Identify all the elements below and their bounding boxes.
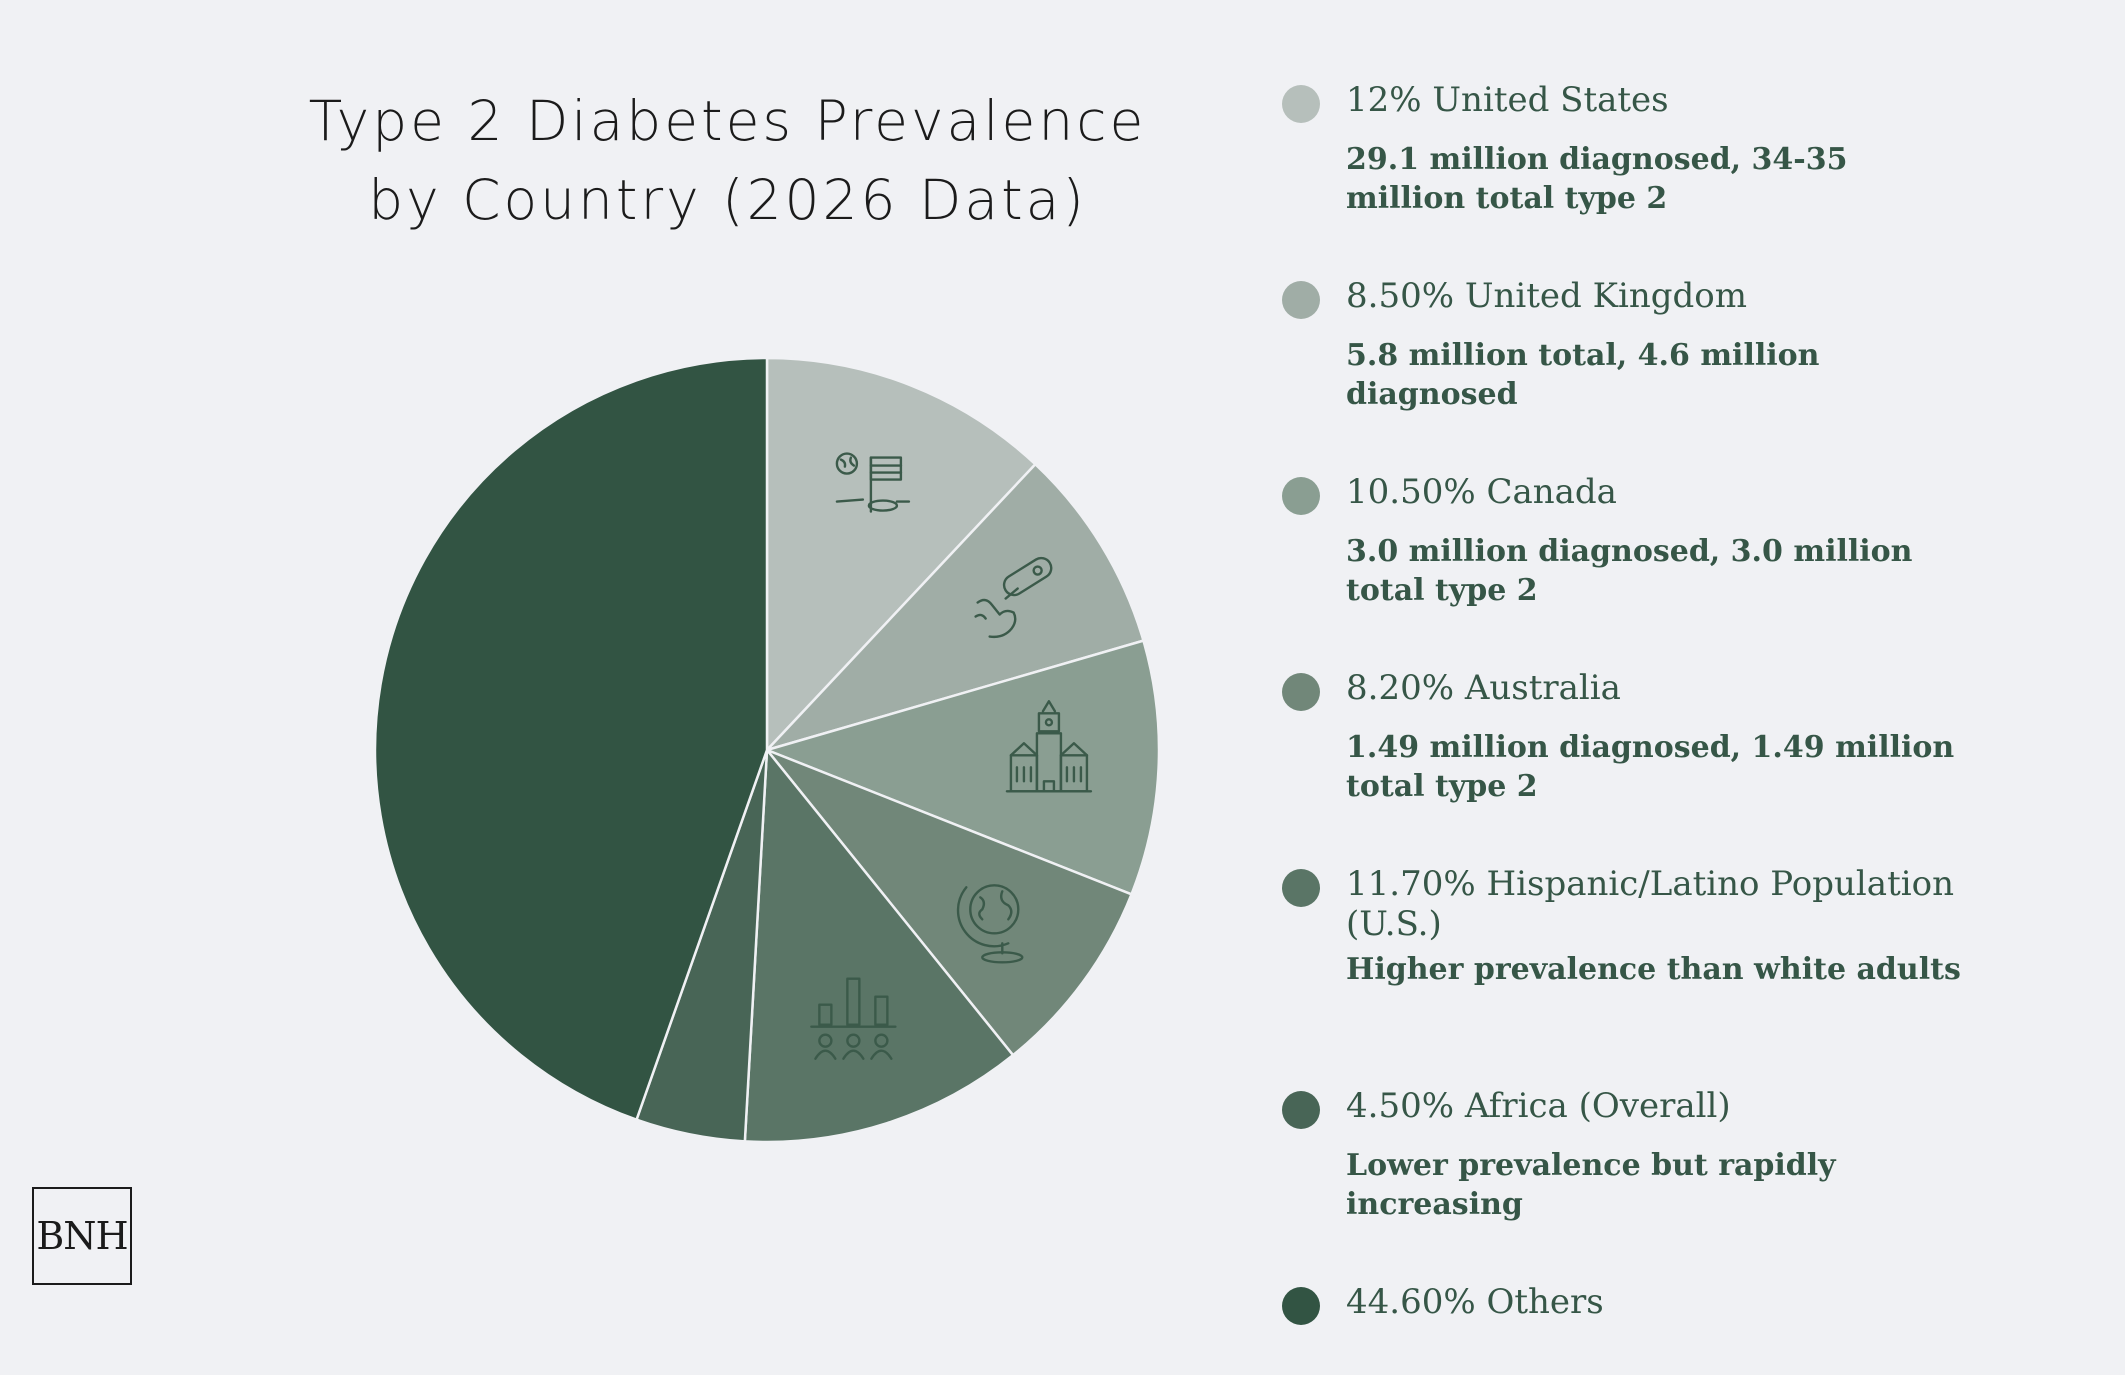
legend-dot: [1282, 281, 1320, 319]
legend-description: 29.1 million diagnosed, 34-35 million to…: [1346, 142, 1848, 216]
legend-label: 8.20% Australia: [1346, 668, 1986, 708]
legend-label: 10.50% Canada: [1346, 472, 1986, 512]
legend-description: 5.8 million total, 4.6 million diagnosed: [1346, 338, 1820, 412]
legend-dot: [1282, 673, 1320, 711]
legend-label: 44.60% Others: [1346, 1282, 1986, 1322]
legend-percent: 10.50%: [1346, 472, 1476, 512]
legend-dot: [1282, 869, 1320, 907]
legend-dot: [1282, 1287, 1320, 1325]
legend-label: 4.50% Africa (Overall): [1346, 1086, 1986, 1126]
legend-description: Lower prevalence but rapidly increasing: [1346, 1148, 1836, 1222]
legend-label: 8.50% United Kingdom: [1346, 276, 1986, 316]
legend-series-name: Others: [1486, 1282, 1604, 1322]
pie-chart: [373, 356, 1161, 1144]
legend-dot: [1282, 477, 1320, 515]
chart-title-line-1: Type 2 Diabetes Prevalence: [308, 89, 1147, 153]
legend-dot: [1282, 1091, 1320, 1129]
glucose-meter-hand-icon: [974, 556, 1053, 639]
logo-text: BNH: [36, 1214, 128, 1258]
bnh-logo: BNH: [32, 1187, 132, 1285]
chart-title-line-2: by Country (2026 Data): [368, 168, 1087, 232]
legend-series-name: United Kingdom: [1464, 276, 1748, 316]
parliament-building-icon: [1005, 700, 1093, 793]
legend-percent: 8.50%: [1346, 276, 1455, 316]
legend-series-name: United States: [1432, 80, 1669, 120]
legend-series-name: Australia: [1464, 668, 1621, 708]
legend-percent: 8.20%: [1346, 668, 1455, 708]
legend-description: Higher prevalence than white adults: [1346, 952, 1961, 987]
legend-percent: 11.70%: [1346, 864, 1476, 904]
legend-series-name: Africa (Overall): [1464, 1086, 1731, 1126]
globe-flag-icon: [835, 452, 911, 513]
legend-series-name: Canada: [1486, 472, 1617, 512]
legend-label: 11.70% Hispanic/Latino Population (U.S.): [1346, 864, 1986, 944]
legend-label: 12% United States: [1346, 80, 1986, 120]
pie-slice: [763, 639, 1161, 896]
pie-slice: [762, 462, 1145, 753]
pie-slice: [765, 356, 1038, 754]
desk-globe-icon: [956, 884, 1024, 964]
pie-slice: [743, 746, 1015, 1144]
legend-description: 3.0 million diagnosed, 3.0 million total…: [1346, 534, 1913, 608]
legend-dot: [1282, 85, 1320, 123]
legend-description: 1.49 million diagnosed, 1.49 million tot…: [1346, 730, 1955, 804]
pie-slice: [763, 747, 1134, 1057]
population-bar-chart-icon: [810, 977, 897, 1060]
legend-percent: 44.60%: [1346, 1282, 1476, 1322]
legend-series-name: Hispanic/Latino Population (U.S.): [1346, 864, 1954, 944]
chart-title: Type 2 Diabetes Prevalence by Country (2…: [240, 82, 1215, 240]
pie-slice: [373, 356, 769, 1122]
legend-percent: 12%: [1346, 80, 1422, 120]
legend-percent: 4.50%: [1346, 1086, 1455, 1126]
